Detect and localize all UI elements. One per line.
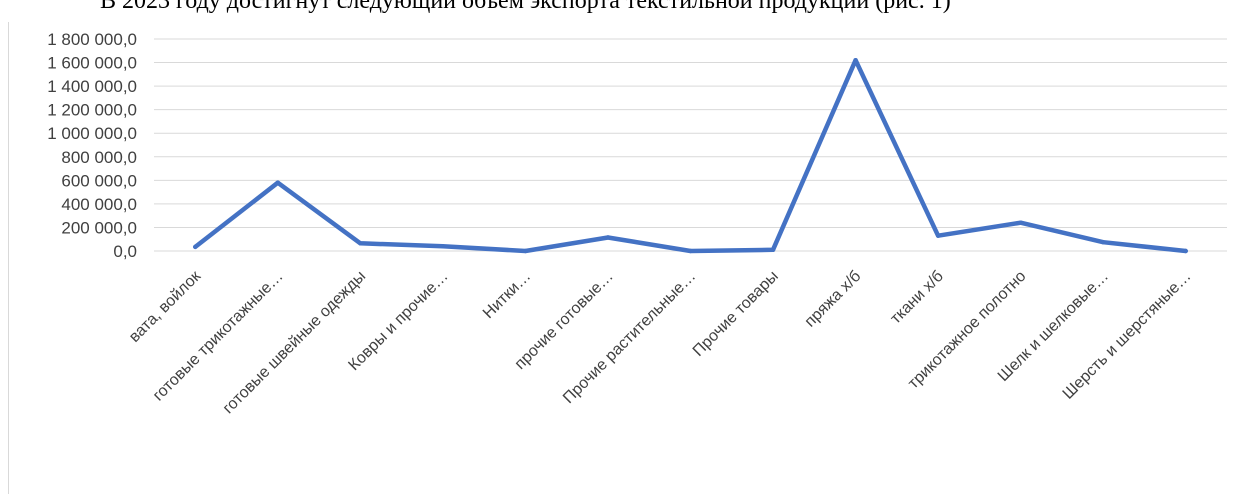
data-point bbox=[853, 58, 858, 63]
data-point bbox=[523, 248, 528, 254]
y-tick-label: 1 800 000,0 bbox=[47, 30, 137, 49]
x-tick-label: пряжа х/б bbox=[802, 268, 865, 331]
data-point bbox=[440, 244, 446, 249]
x-tick-label: Прочие товары bbox=[690, 268, 782, 360]
data-point bbox=[1100, 239, 1106, 245]
y-tick-label: 0,0 bbox=[113, 242, 137, 261]
data-point bbox=[1018, 220, 1023, 225]
gridlines bbox=[154, 38, 1227, 252]
x-tick-label: Прочие растительные… bbox=[560, 268, 699, 407]
y-tick-label: 600 000,0 bbox=[61, 171, 137, 190]
y-tick-label: 1 600 000,0 bbox=[47, 54, 137, 73]
y-tick-label: 800 000,0 bbox=[61, 148, 137, 167]
y-tick-label: 400 000,0 bbox=[61, 195, 137, 214]
y-tick-label: 1 200 000,0 bbox=[47, 101, 137, 120]
data-point bbox=[193, 244, 198, 250]
x-tick-label: вата, войлок bbox=[126, 267, 205, 346]
data-point bbox=[358, 241, 363, 246]
data-point bbox=[935, 233, 941, 238]
data-point bbox=[1183, 248, 1188, 254]
series-line bbox=[193, 57, 1188, 254]
y-axis-tick-labels: 0,0 200 000,0 400 000,0 600 000,0 800 000,0 1… bbox=[47, 30, 137, 261]
data-point bbox=[770, 247, 776, 253]
x-tick-label: ткани х/б bbox=[887, 268, 947, 328]
y-tick-label: 200 000,0 bbox=[61, 218, 137, 237]
y-tick-label: 1 400 000,0 bbox=[47, 77, 137, 96]
line-chart: 0,0 200 000,0 400 000,0 600 000,0 800 000,0 1… bbox=[8, 22, 1242, 494]
y-tick-label: 1 000 000,0 bbox=[47, 124, 137, 143]
chart-svg: 0,0 200 000,0 400 000,0 600 000,0 800 000,0 1… bbox=[47, 30, 1227, 417]
data-point bbox=[688, 248, 693, 254]
x-tick-label: готовые швейные одежды bbox=[220, 268, 369, 417]
document-heading: В 2023 году достигнут следующий объем эк… bbox=[100, 0, 951, 14]
x-tick-label: Нитки… bbox=[480, 268, 534, 322]
data-point bbox=[275, 180, 281, 185]
series-line-group bbox=[193, 57, 1188, 254]
data-point bbox=[605, 235, 611, 240]
